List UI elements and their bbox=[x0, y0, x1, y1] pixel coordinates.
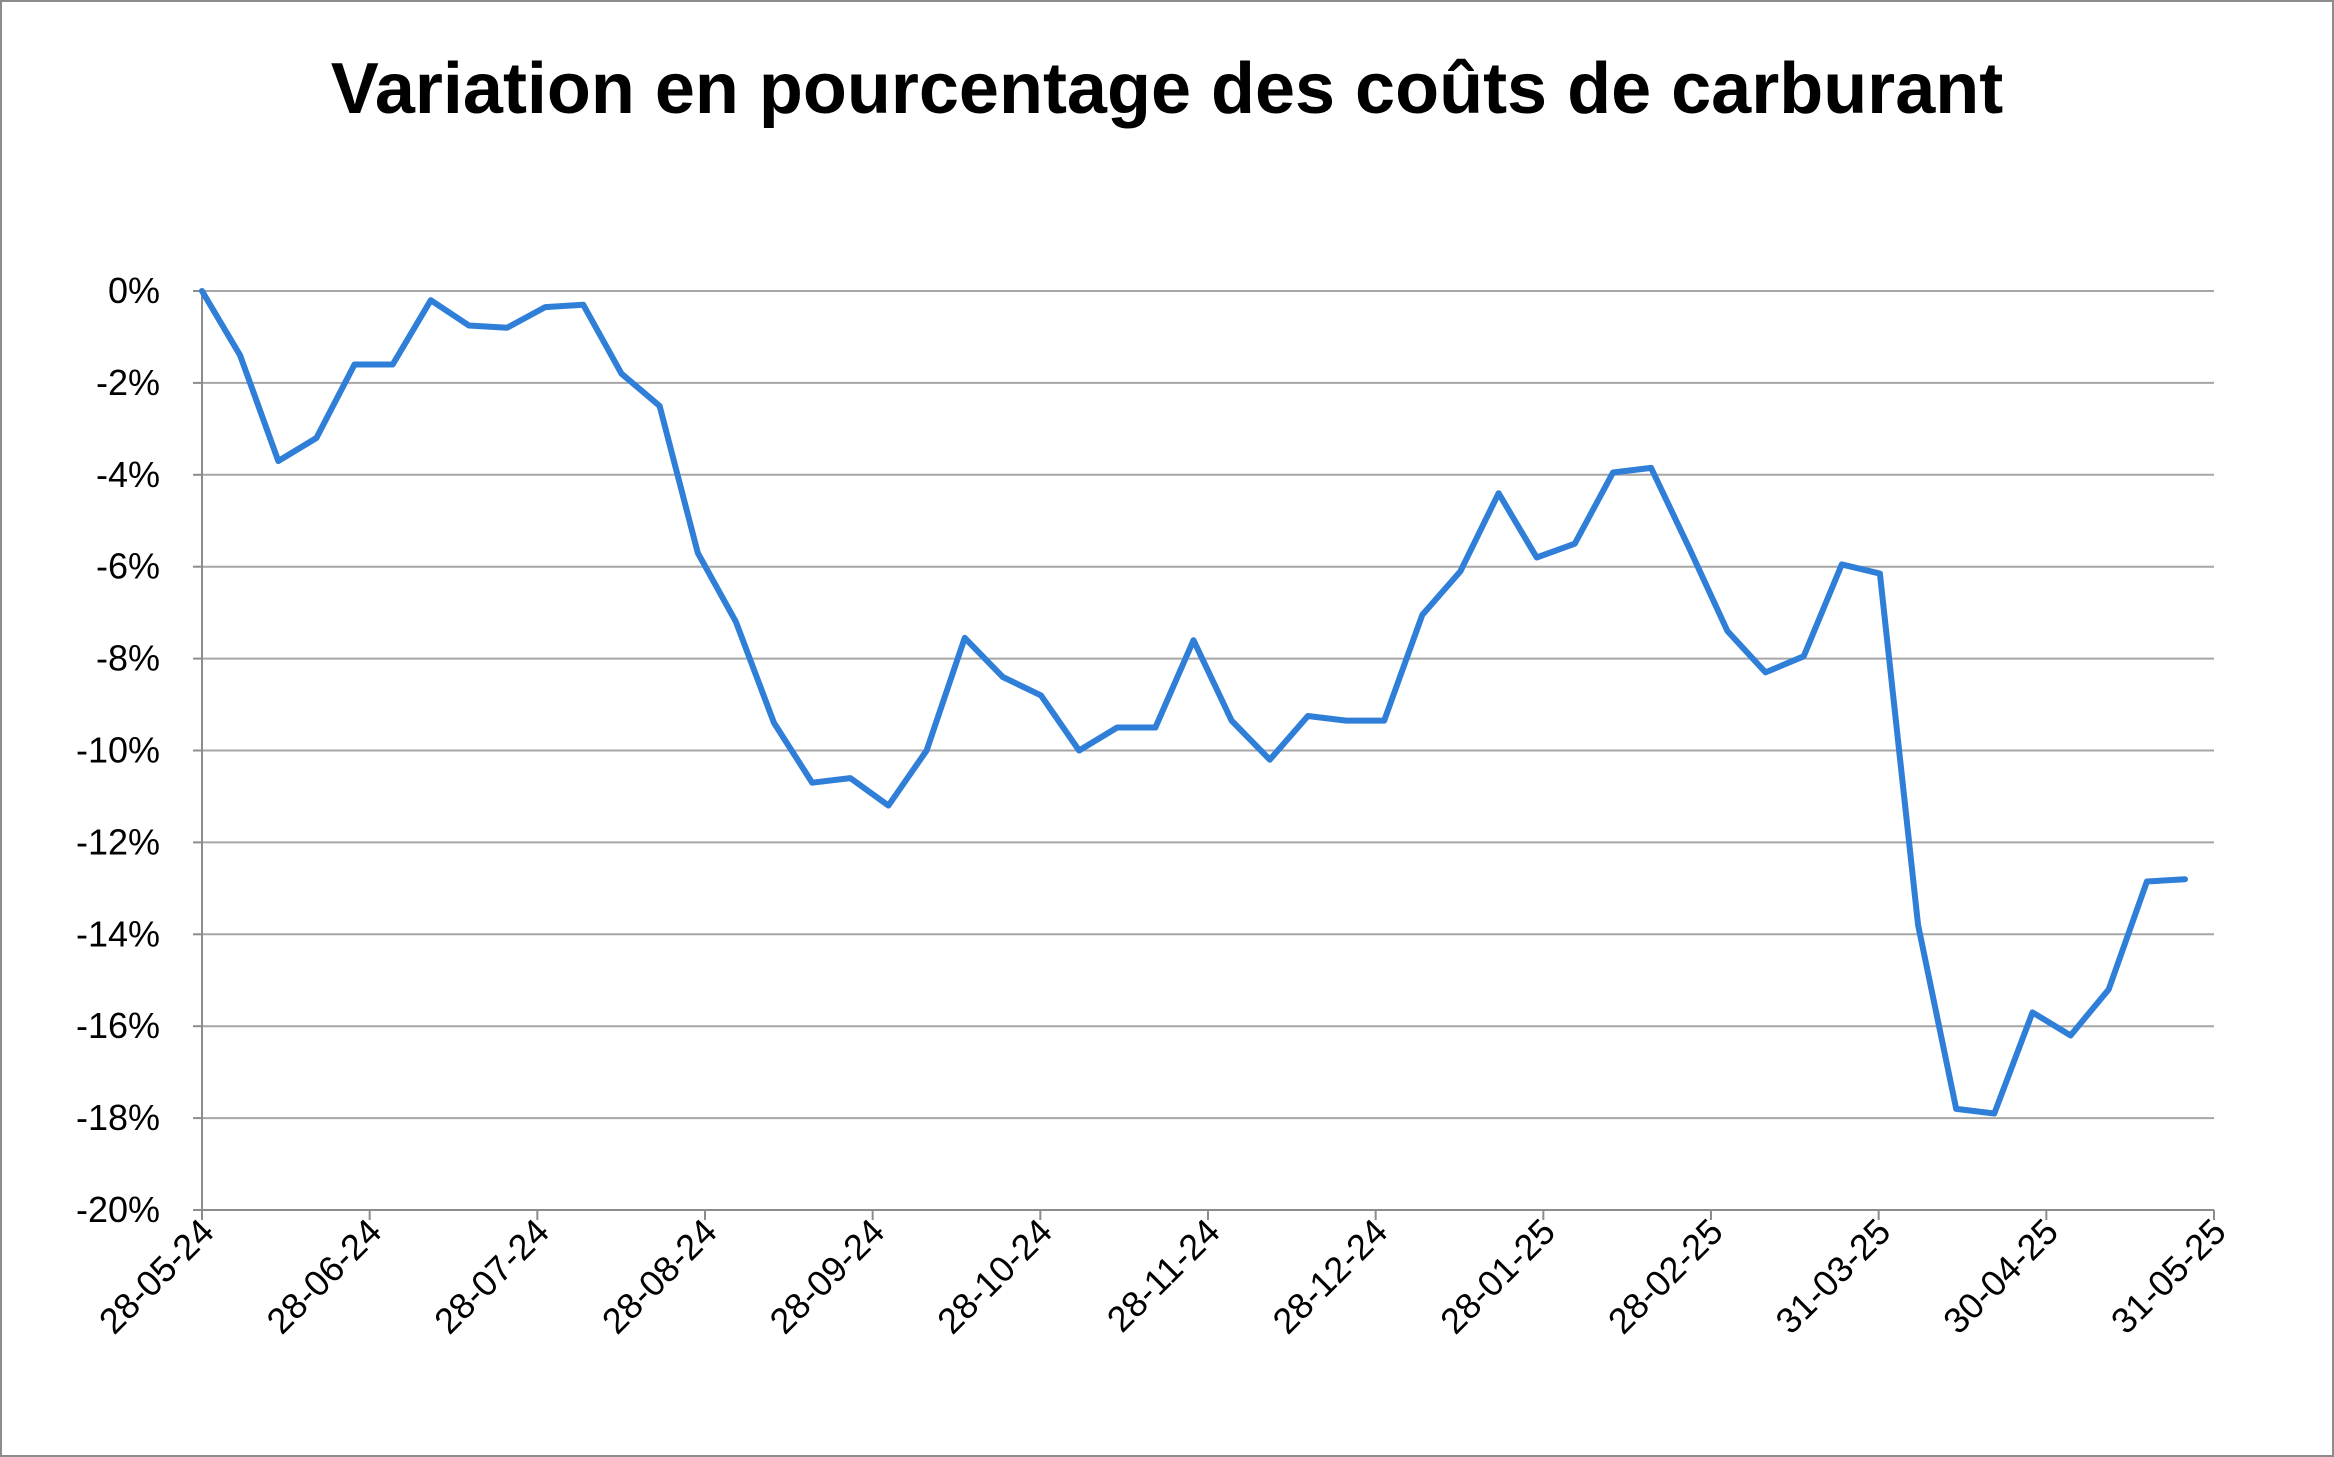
series-layer bbox=[199, 288, 2188, 1117]
x-tick-label: 28-07-24 bbox=[426, 1211, 557, 1342]
x-tick-label: 28-09-24 bbox=[761, 1211, 892, 1342]
x-tick-label: 28-11-24 bbox=[1099, 1211, 1228, 1340]
y-tick-label: -6% bbox=[96, 546, 160, 587]
x-tick-label: 31-03-25 bbox=[1767, 1211, 1898, 1342]
x-tick-label: 28-01-25 bbox=[1432, 1211, 1563, 1342]
y-tick-label: -4% bbox=[96, 454, 160, 495]
y-tick-labels: 0% -2% -4% -6% -8% -10% -12% -14% -16% -18% -20% bbox=[76, 270, 160, 1230]
y-tick-label: -12% bbox=[76, 821, 160, 862]
x-tick-label: 30-04-25 bbox=[1935, 1211, 2066, 1342]
x-tick-label: 31-05-25 bbox=[2103, 1211, 2234, 1342]
y-tick-label: -8% bbox=[96, 638, 160, 679]
x-tick-label: 28-05-24 bbox=[91, 1211, 222, 1342]
chart-title: Variation en pourcentage des coûts de ca… bbox=[330, 49, 2004, 129]
x-tick-label: 28-12-24 bbox=[1264, 1211, 1395, 1342]
y-tick-label: -20% bbox=[76, 1189, 160, 1230]
gridlines bbox=[202, 290, 2214, 1120]
y-tick-label: -10% bbox=[76, 730, 160, 771]
y-tick-label: -16% bbox=[76, 1005, 160, 1046]
x-tick-label: 28-02-25 bbox=[1600, 1211, 1731, 1342]
series-line-0 bbox=[199, 288, 2188, 1117]
x-tick-label: 28-10-24 bbox=[929, 1211, 1060, 1342]
x-tick-label: 28-06-24 bbox=[258, 1211, 389, 1342]
axes bbox=[193, 290, 2215, 1220]
y-tick-label: 0% bbox=[108, 270, 160, 311]
x-tick-labels: 28-05-24 28-06-24 28-07-24 28-08-24 28-09-24… bbox=[91, 1211, 2234, 1342]
y-tick-label: -2% bbox=[96, 362, 160, 403]
x-tick-label: 28-08-24 bbox=[594, 1211, 725, 1342]
y-tick-label: -18% bbox=[76, 1097, 160, 1138]
y-tick-label: -14% bbox=[76, 913, 160, 954]
